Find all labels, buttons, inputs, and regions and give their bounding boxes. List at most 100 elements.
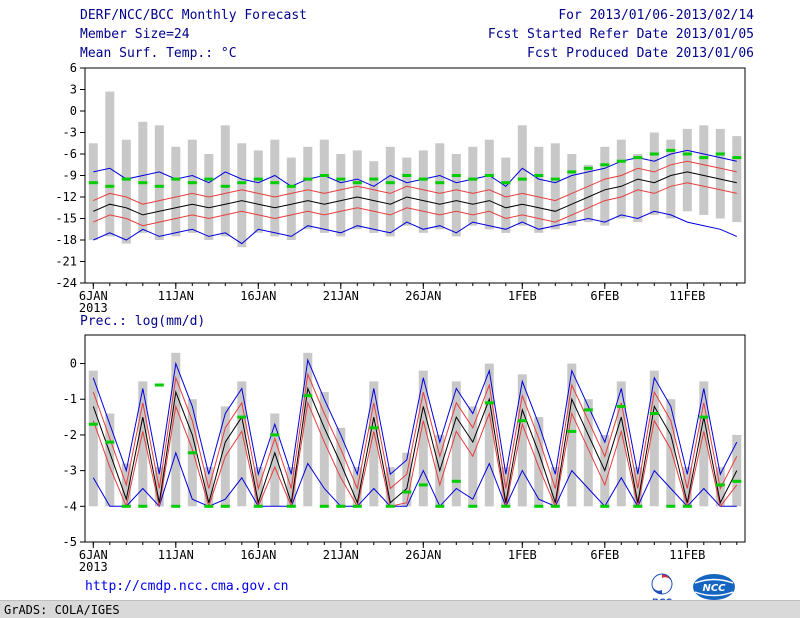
range-bar — [517, 125, 527, 226]
range-bar — [105, 91, 115, 237]
plot-frame — [84, 334, 746, 543]
cmdp-url-link[interactable]: http://cmdp.ncc.cma.gov.cn — [85, 579, 289, 594]
range-bar — [616, 139, 626, 219]
range-bar — [319, 139, 329, 233]
range-bar — [286, 157, 296, 240]
range-bar — [732, 434, 742, 507]
range-bar — [402, 452, 412, 507]
range-bar — [583, 399, 593, 507]
x-tick-label: 21JAN — [323, 289, 359, 303]
x-tick-label: 21JAN — [323, 548, 359, 562]
range-bar — [451, 381, 461, 507]
x-tick-label: 11JAN — [158, 548, 194, 562]
y-tick-label: -4 — [63, 499, 77, 513]
y-tick-label: 6 — [70, 61, 77, 75]
range-bar — [567, 154, 577, 226]
range-bar — [418, 370, 428, 507]
y-tick-label: 3 — [70, 83, 77, 97]
x-tick-label: 6FEB — [590, 548, 619, 562]
x-tick-label: 1FEB — [508, 548, 537, 562]
range-bar — [237, 143, 247, 248]
y-tick-label: -6 — [63, 147, 77, 161]
y-tick-label: -3 — [63, 126, 77, 140]
ensemble-max-line — [93, 149, 737, 187]
range-bar — [352, 150, 362, 230]
range-bar — [369, 161, 379, 233]
x-tick-label: 26JAN — [405, 289, 441, 303]
range-bar — [385, 146, 395, 237]
range-bar — [484, 363, 494, 507]
range-bar — [682, 128, 692, 212]
range-bar — [319, 392, 329, 507]
x-tick-label: 6JAN — [79, 289, 108, 303]
page-title: DERF/NCC/BCC Monthly Forecast — [80, 8, 307, 23]
range-bar — [187, 139, 197, 233]
forecast-range-label: For 2013/01/06-2013/02/14 — [558, 8, 754, 23]
x-tick-sublabel: 2013 — [79, 560, 108, 574]
range-bar — [732, 136, 742, 223]
range-bar — [649, 132, 659, 215]
lower-quartile-line — [93, 182, 737, 227]
upper-quartile-line — [92, 372, 738, 491]
range-bar — [468, 146, 478, 226]
range-bar — [402, 157, 412, 226]
lower-quartile-line — [92, 400, 738, 509]
range-bar — [616, 381, 626, 507]
range-bar — [583, 164, 593, 223]
range-bar — [138, 121, 148, 233]
y-tick-label: -2 — [63, 428, 77, 442]
range-bar — [451, 154, 461, 237]
range-bar — [237, 381, 247, 507]
range-bar — [336, 154, 346, 237]
grads-credit-bar: GrADS: COLA/IGES — [0, 600, 800, 618]
y-tick-label: -18 — [55, 233, 77, 247]
range-bar — [699, 381, 709, 507]
x-tick-label: 11JAN — [158, 289, 194, 303]
y-tick-label: 0 — [70, 357, 77, 371]
fcst-started-label: Fcst Started Refer Date 2013/01/05 — [487, 27, 754, 42]
range-bar — [649, 370, 659, 507]
range-bar — [303, 146, 313, 230]
member-size-label: Member Size=24 — [80, 27, 190, 42]
range-bar — [666, 399, 676, 507]
y-tick-label: -15 — [55, 212, 77, 226]
grads-credit-text: GrADS: COLA/IGES — [4, 603, 120, 617]
range-bar — [88, 370, 98, 507]
range-bar — [171, 352, 181, 507]
y-tick-label: -3 — [63, 464, 77, 478]
range-bar — [534, 417, 544, 507]
range-bar — [154, 125, 164, 240]
range-bar — [270, 413, 280, 507]
range-bar — [303, 352, 313, 507]
range-bar — [369, 381, 379, 507]
x-tick-label: 6JAN — [79, 548, 108, 562]
y-tick-label: -12 — [55, 190, 77, 204]
range-bar — [567, 363, 577, 507]
range-bar — [171, 146, 181, 237]
y-tick-label: -1 — [63, 392, 77, 406]
range-bar — [253, 150, 263, 233]
x-tick-label: 11FEB — [669, 289, 705, 303]
range-bar — [336, 427, 346, 507]
x-tick-label: 26JAN — [405, 548, 441, 562]
range-bar — [550, 143, 560, 230]
range-bar — [484, 139, 494, 230]
ensemble-min-line — [92, 451, 737, 508]
range-bar — [501, 157, 511, 233]
range-bar — [121, 139, 131, 244]
range-bar — [534, 146, 544, 233]
range-bar — [517, 374, 527, 507]
range-bar — [666, 139, 676, 219]
x-tick-label: 11FEB — [669, 548, 705, 562]
x-tick-label: 1FEB — [508, 289, 537, 303]
x-tick-label: 6FEB — [590, 289, 619, 303]
ensemble-mean-line — [93, 171, 737, 216]
y-tick-label: -21 — [55, 255, 77, 269]
y-tick-label: -24 — [55, 276, 77, 290]
range-bar — [270, 139, 280, 237]
range-bar — [699, 125, 709, 215]
